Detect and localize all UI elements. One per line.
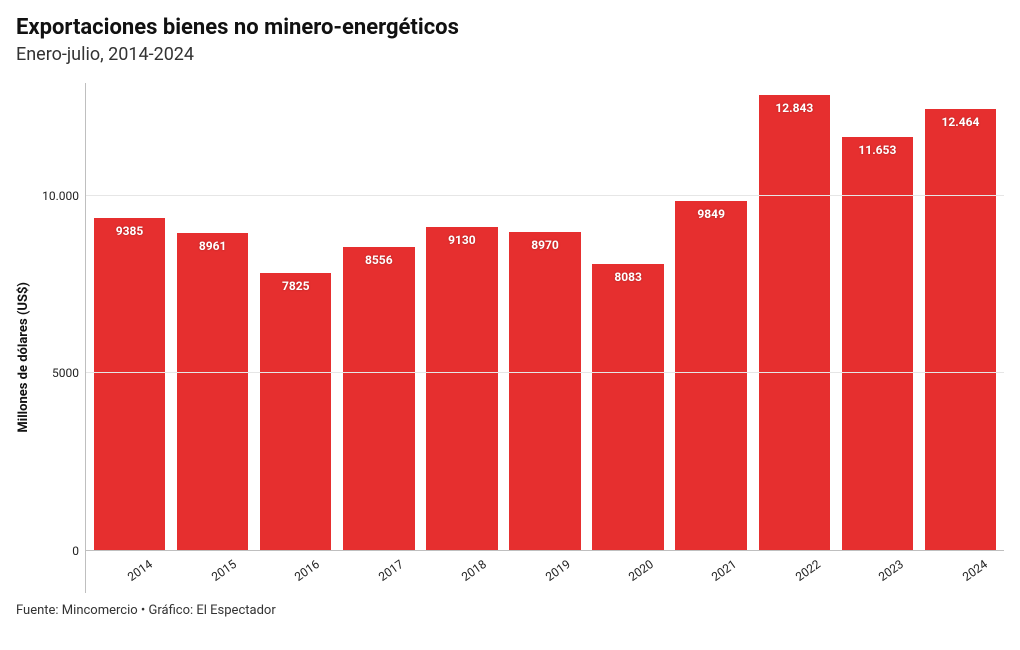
bar-slot: 11.653 <box>836 83 919 551</box>
bars-container: 9385 8961 7825 8556 9130 8970 8083 9849 12.843 11… <box>86 83 1004 551</box>
chart-subtitle: Enero-julio, 2014-2024 <box>16 44 1004 65</box>
bar-value-label: 7825 <box>282 279 310 293</box>
bar-slot: 8556 <box>337 83 420 551</box>
x-tick-label: 2016 <box>292 557 322 584</box>
bar-value-label: 8083 <box>614 270 642 284</box>
bar-slot: 12.843 <box>753 83 836 551</box>
chart-area: Millones de dólares (US$) 0 5000 10.000 93… <box>16 83 1004 593</box>
x-tick-label: 2014 <box>125 557 155 584</box>
bar: 9849 <box>675 201 746 550</box>
x-label-slot: 2023 <box>837 551 920 593</box>
x-label-slot: 2017 <box>336 551 419 593</box>
x-tick-label: 2022 <box>793 557 823 584</box>
bar: 12.843 <box>759 95 830 550</box>
bar-value-label: 12.464 <box>942 115 980 129</box>
x-tick-label: 2020 <box>626 557 656 584</box>
bar: 8961 <box>177 233 248 551</box>
x-label-slot: 2019 <box>503 551 586 593</box>
chart-title: Exportaciones bienes no minero-energétic… <box>16 14 1004 42</box>
x-label-slot: 2018 <box>420 551 503 593</box>
bar: 8970 <box>509 232 580 550</box>
bar: 7825 <box>260 273 331 550</box>
bar: 9130 <box>426 227 497 551</box>
x-tick-label: 2021 <box>709 557 739 584</box>
x-label-slot: 2015 <box>169 551 252 593</box>
x-label-slot: 2020 <box>587 551 670 593</box>
plot-area: 9385 8961 7825 8556 9130 8970 8083 9849 12.843 11… <box>85 83 1004 593</box>
x-tick-label: 2018 <box>459 557 489 584</box>
y-tick-label: 10.000 <box>42 189 79 203</box>
x-tick-label: 2024 <box>960 557 990 584</box>
bar-slot: 8083 <box>587 83 670 551</box>
bar: 12.464 <box>925 109 996 551</box>
gridline <box>86 195 1004 196</box>
y-axis-ticks: 0 5000 10.000 <box>37 83 85 593</box>
x-label-slot: 2016 <box>253 551 336 593</box>
bar: 8556 <box>343 247 414 550</box>
x-axis-labels: 2014 2015 2016 2017 2018 2019 2020 2021 2022 2023… <box>86 551 1004 593</box>
x-label-slot: 2014 <box>86 551 169 593</box>
bar-value-label: 9130 <box>448 233 476 247</box>
chart-footer: Fuente: Mincomercio • Gráfico: El Espect… <box>16 603 1004 618</box>
bar-slot: 7825 <box>254 83 337 551</box>
bar-slot: 8970 <box>503 83 586 551</box>
x-label-slot: 2022 <box>754 551 837 593</box>
x-tick-label: 2019 <box>542 557 572 584</box>
bar-value-label: 8556 <box>365 253 393 267</box>
x-tick-label: 2015 <box>209 557 239 584</box>
bar-slot: 9385 <box>88 83 171 551</box>
x-tick-label: 2023 <box>876 557 906 584</box>
y-tick-label: 5000 <box>52 366 79 380</box>
bar-value-label: 12.843 <box>775 101 813 115</box>
bar-slot: 12.464 <box>919 83 1002 551</box>
bar: 8083 <box>592 264 663 551</box>
bar-slot: 8961 <box>171 83 254 551</box>
bar-value-label: 11.653 <box>858 143 896 157</box>
x-tick-label: 2017 <box>375 557 405 584</box>
bar-value-label: 8970 <box>531 238 559 252</box>
y-axis-label: Millones de dólares (US$) <box>16 242 31 433</box>
bar: 11.653 <box>842 137 913 550</box>
bar: 9385 <box>94 218 165 551</box>
bar-value-label: 8961 <box>199 239 227 253</box>
bar-value-label: 9849 <box>697 207 725 221</box>
bar-slot: 9849 <box>670 83 753 551</box>
x-label-slot: 2021 <box>670 551 753 593</box>
y-tick-label: 0 <box>72 544 79 558</box>
gridline <box>86 372 1004 373</box>
x-label-slot: 2024 <box>921 551 1004 593</box>
bar-slot: 9130 <box>420 83 503 551</box>
bar-value-label: 9385 <box>116 224 144 238</box>
